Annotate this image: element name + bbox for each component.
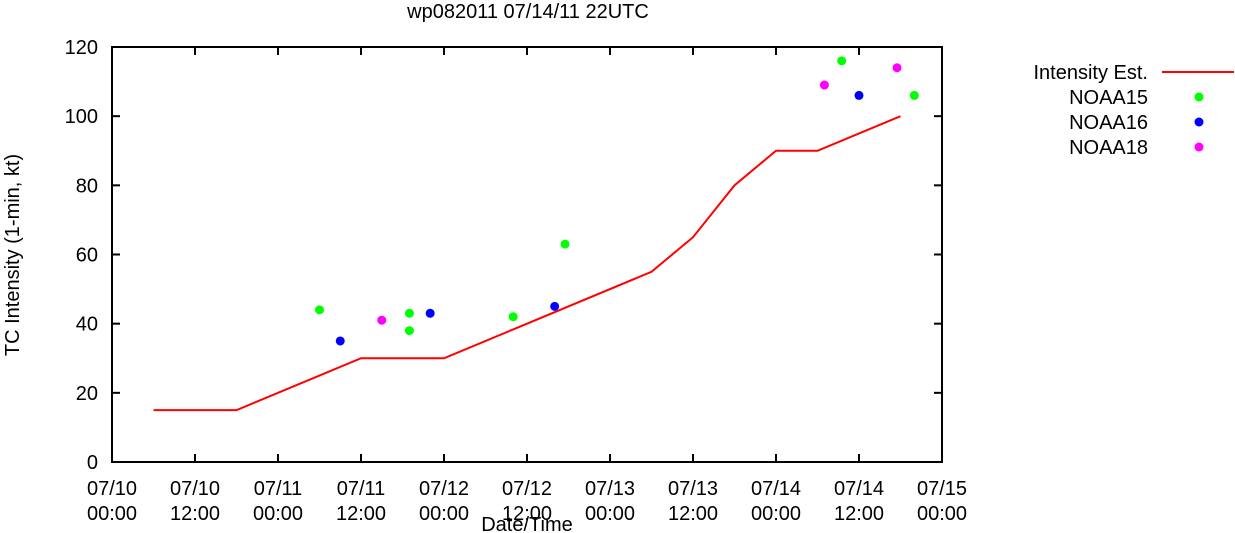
x-tick-label: 07/14: [751, 478, 801, 500]
x-tick-label: 07/12: [502, 478, 552, 500]
data-point-noaa15: [508, 312, 518, 322]
x-tick-label: 07/12: [419, 478, 469, 500]
legend-label: NOAA18: [1069, 137, 1148, 159]
y-tick-label: 120: [65, 37, 98, 59]
x-tick-label: 07/14: [834, 478, 884, 500]
y-tick-label: 20: [76, 383, 98, 405]
data-point-noaa15: [909, 90, 919, 100]
legend-label: NOAA16: [1069, 112, 1148, 134]
legend-label: Intensity Est.: [1034, 62, 1149, 84]
x-tick-label: 12:00: [502, 503, 552, 525]
data-point-noaa15: [837, 56, 847, 66]
legend: Intensity Est. NOAA15 NOAA16 NOAA18: [1034, 62, 1234, 159]
x-tick-label: 07/10: [170, 478, 220, 500]
x-tick-label: 00:00: [751, 503, 801, 525]
data-point-noaa15: [404, 308, 414, 318]
chart-title: wp082011 07/14/11 22UTC: [406, 1, 649, 23]
x-tick-label: 07/15: [917, 478, 967, 500]
legend-swatch-point: [1194, 92, 1204, 102]
x-tick-label: 00:00: [87, 503, 137, 525]
data-point-noaa16: [550, 301, 560, 311]
axis-ticks: 0 20 40 60 80 100 120 07/10 00:00 07/10 12:00 07/11…: [65, 37, 967, 525]
x-tick-label: 07/10: [87, 478, 137, 500]
data-point-noaa18: [377, 315, 387, 325]
x-tick-label: 12:00: [336, 503, 386, 525]
x-axis-label: Date/Time: [481, 514, 573, 533]
legend-swatch-point: [1194, 142, 1204, 152]
data-point-noaa15: [404, 326, 414, 336]
y-tick-label: 80: [76, 175, 98, 197]
data-point-noaa18: [819, 80, 829, 90]
data-point-noaa16: [425, 308, 435, 318]
x-tick-label: 00:00: [253, 503, 303, 525]
data-point-noaa15: [560, 239, 570, 249]
data-point-noaa15: [315, 305, 324, 315]
y-axis-label: TC Intensity (1-min, kt): [2, 154, 24, 356]
x-tick-label: 00:00: [585, 503, 635, 525]
x-tick-label: 07/13: [585, 478, 635, 500]
x-tick-label: 07/11: [254, 478, 303, 500]
legend-label: NOAA15: [1069, 87, 1148, 109]
x-tick-label: 12:00: [834, 503, 884, 525]
x-tick-label: 00:00: [917, 503, 967, 525]
data-point-noaa16: [854, 90, 864, 100]
x-tick-label: 07/11: [337, 478, 386, 500]
data-point-noaa16: [335, 336, 345, 346]
x-tick-label: 12:00: [170, 503, 220, 525]
x-tick-label: 12:00: [668, 503, 718, 525]
legend-swatch-point: [1194, 117, 1204, 127]
y-tick-label: 100: [65, 106, 98, 128]
x-tick-label: 07/13: [668, 478, 718, 500]
y-tick-label: 0: [87, 452, 98, 474]
plot-frame: [111, 46, 943, 463]
y-tick-label: 40: [76, 314, 98, 336]
y-tick-label: 60: [76, 245, 98, 267]
x-tick-label: 00:00: [419, 503, 469, 525]
series-line-intensity-est: [153, 115, 901, 412]
data-point-noaa18: [892, 63, 902, 73]
series-layer: [153, 56, 919, 412]
